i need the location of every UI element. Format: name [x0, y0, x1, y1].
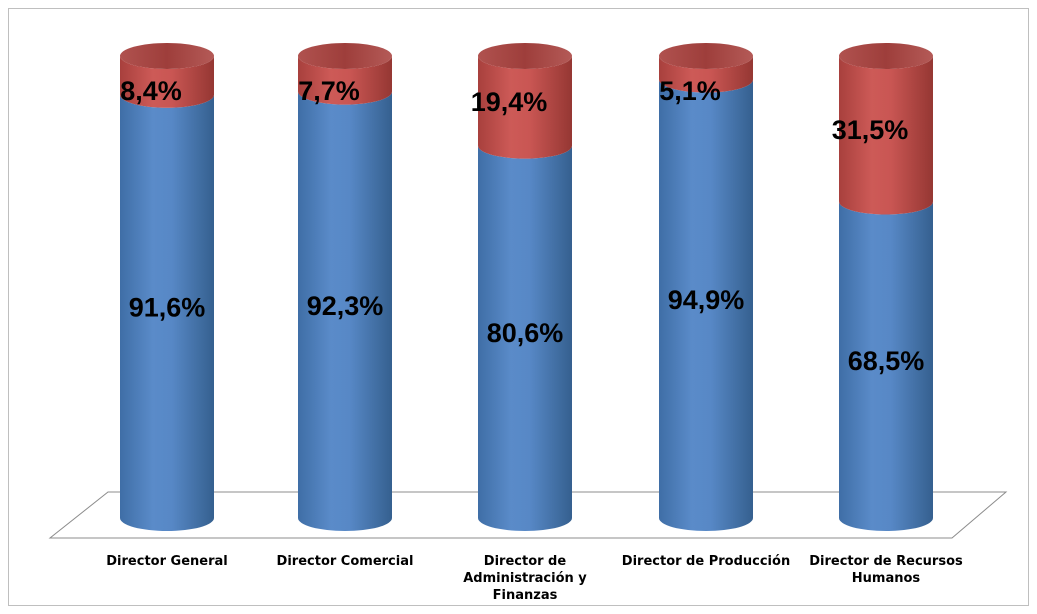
bar-top-cap	[120, 43, 214, 69]
category-label: Director de Administración y Finanzas	[463, 554, 587, 603]
category-label-line: Administración y	[463, 571, 587, 586]
bar-top-cap	[298, 43, 392, 69]
category-label-line: Director de Recursos	[809, 554, 963, 569]
category-label-line: Director de	[484, 554, 567, 569]
data-label-blue: 91,6%	[129, 292, 206, 322]
data-label-blue: 80,6%	[487, 318, 564, 348]
bar-blue	[839, 201, 933, 531]
data-label-red: 7,7%	[298, 76, 360, 106]
category-label: Director de Producción	[622, 554, 790, 569]
data-label-red: 5,1%	[659, 76, 721, 106]
data-label-red: 19,4%	[471, 87, 548, 117]
bar-blue	[120, 94, 214, 531]
data-label-blue: 68,5%	[848, 346, 925, 376]
bar-red	[478, 56, 572, 159]
bar-red	[120, 56, 214, 108]
bar-blue	[478, 145, 572, 532]
bar-red	[298, 56, 392, 105]
bar-red	[839, 56, 933, 215]
bar-red	[659, 56, 753, 93]
labels-layer: 91,6% 8,4% Director General 92,3% 7,7% Direct…	[106, 76, 963, 603]
category-label: Director General	[106, 554, 227, 569]
category-label: Director Comercial	[277, 554, 414, 569]
data-label-blue: 94,9%	[668, 285, 745, 315]
data-label-red: 31,5%	[832, 115, 909, 145]
bar-top-cap	[659, 43, 753, 69]
category-label-line: Finanzas	[493, 588, 558, 603]
category-label-line: Director General	[106, 554, 227, 569]
bar-top-cap	[478, 43, 572, 69]
bar-blue	[298, 91, 392, 531]
bar-blue	[659, 79, 753, 531]
category-label: Director de Recursos Humanos	[809, 554, 963, 586]
bar-top-cap	[839, 43, 933, 69]
data-label-red: 8,4%	[120, 76, 182, 106]
bars-layer	[120, 43, 933, 532]
category-label-line: Director de Producción	[622, 554, 790, 569]
category-label-line: Director Comercial	[277, 554, 414, 569]
category-label-line: Humanos	[852, 571, 921, 586]
data-label-blue: 92,3%	[307, 291, 384, 321]
